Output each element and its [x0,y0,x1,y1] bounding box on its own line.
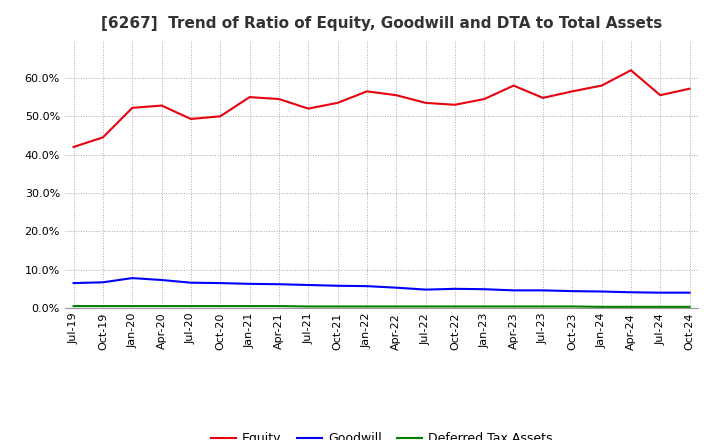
Equity [656,92,665,98]
Deferred Tax Assets [539,304,547,309]
Goodwill [451,286,459,291]
Equity [685,86,694,92]
Deferred Tax Assets [421,304,430,309]
Equity [421,100,430,106]
Deferred Tax Assets [69,304,78,309]
Equity [568,89,577,94]
Deferred Tax Assets [685,304,694,309]
Goodwill [216,280,225,286]
Deferred Tax Assets [509,304,518,309]
Deferred Tax Assets [451,304,459,309]
Equity [216,114,225,119]
Equity [186,116,195,121]
Deferred Tax Assets [598,304,606,309]
Goodwill [274,282,283,287]
Deferred Tax Assets [392,304,400,309]
Goodwill [509,288,518,293]
Line: Goodwill: Goodwill [73,278,690,293]
Goodwill [333,283,342,288]
Deferred Tax Assets [274,304,283,309]
Deferred Tax Assets [216,304,225,309]
Equity [539,95,547,100]
Equity [157,103,166,108]
Deferred Tax Assets [363,304,372,309]
Deferred Tax Assets [128,304,137,309]
Line: Deferred Tax Assets: Deferred Tax Assets [73,306,690,307]
Equity [626,68,635,73]
Goodwill [304,282,312,288]
Deferred Tax Assets [246,304,254,309]
Goodwill [539,288,547,293]
Equity [99,135,107,140]
Goodwill [656,290,665,295]
Goodwill [186,280,195,285]
Deferred Tax Assets [656,304,665,309]
Goodwill [363,283,372,289]
Goodwill [685,290,694,295]
Equity [392,92,400,98]
Goodwill [626,290,635,295]
Goodwill [392,285,400,290]
Deferred Tax Assets [333,304,342,309]
Deferred Tax Assets [186,304,195,309]
Equity [480,96,489,102]
Line: Equity: Equity [73,70,690,147]
Goodwill [598,289,606,294]
Goodwill [99,280,107,285]
Deferred Tax Assets [568,304,577,309]
Equity [69,144,78,150]
Equity [363,89,372,94]
Deferred Tax Assets [626,304,635,309]
Goodwill [69,280,78,286]
Goodwill [568,289,577,294]
Equity [333,100,342,106]
Goodwill [128,275,137,281]
Equity [509,83,518,88]
Equity [598,83,606,88]
Deferred Tax Assets [304,304,312,309]
Deferred Tax Assets [480,304,489,309]
Equity [304,106,312,111]
Equity [451,102,459,107]
Deferred Tax Assets [99,304,107,309]
Goodwill [246,281,254,286]
Goodwill [421,287,430,292]
Equity [246,95,254,100]
Title: [6267]  Trend of Ratio of Equity, Goodwill and DTA to Total Assets: [6267] Trend of Ratio of Equity, Goodwil… [101,16,662,32]
Deferred Tax Assets [157,304,166,309]
Goodwill [157,277,166,282]
Equity [128,105,137,110]
Goodwill [480,286,489,292]
Equity [274,96,283,102]
Legend: Equity, Goodwill, Deferred Tax Assets: Equity, Goodwill, Deferred Tax Assets [206,427,557,440]
